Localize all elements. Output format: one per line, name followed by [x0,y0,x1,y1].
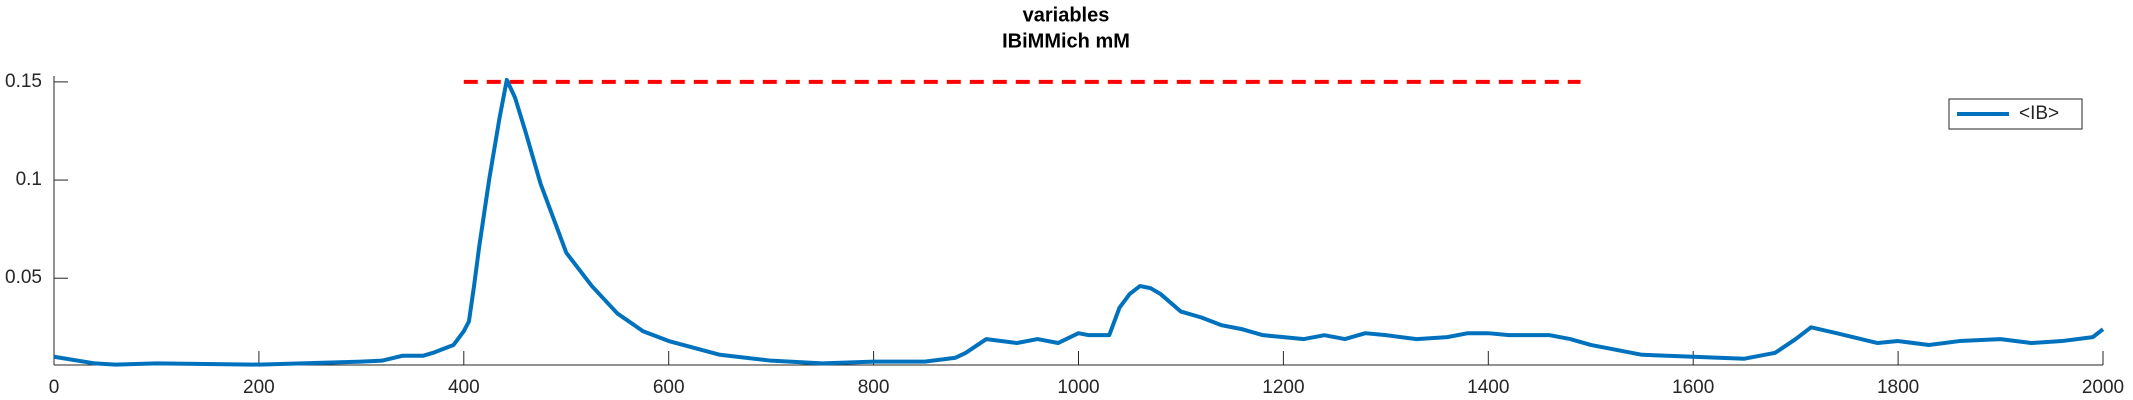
x-tick-label: 800 [858,377,890,398]
x-tick-label: 1000 [1057,377,1099,398]
x-tick-label: 1200 [1262,377,1304,398]
y-tick-label: 0.15 [5,71,42,92]
x-tick-label: 2000 [2082,377,2124,398]
legend-label: <IB> [2019,103,2059,124]
x-tick-label: 600 [653,377,685,398]
y-tick-label: 0.1 [16,169,42,190]
x-tick-label: 1800 [1877,377,1919,398]
data-line [53,77,2105,367]
x-tick-label: 0 [49,377,60,398]
x-tick-label: 400 [448,377,480,398]
chart-title: variables [1023,4,1110,26]
chart-subtitle: IBiMMich mM [1002,30,1130,52]
y-tick-label: 0.05 [5,267,42,288]
x-tick-label: 1400 [1467,377,1509,398]
x-tick-label: 1600 [1672,377,1714,398]
x-tick-label: 200 [243,377,275,398]
